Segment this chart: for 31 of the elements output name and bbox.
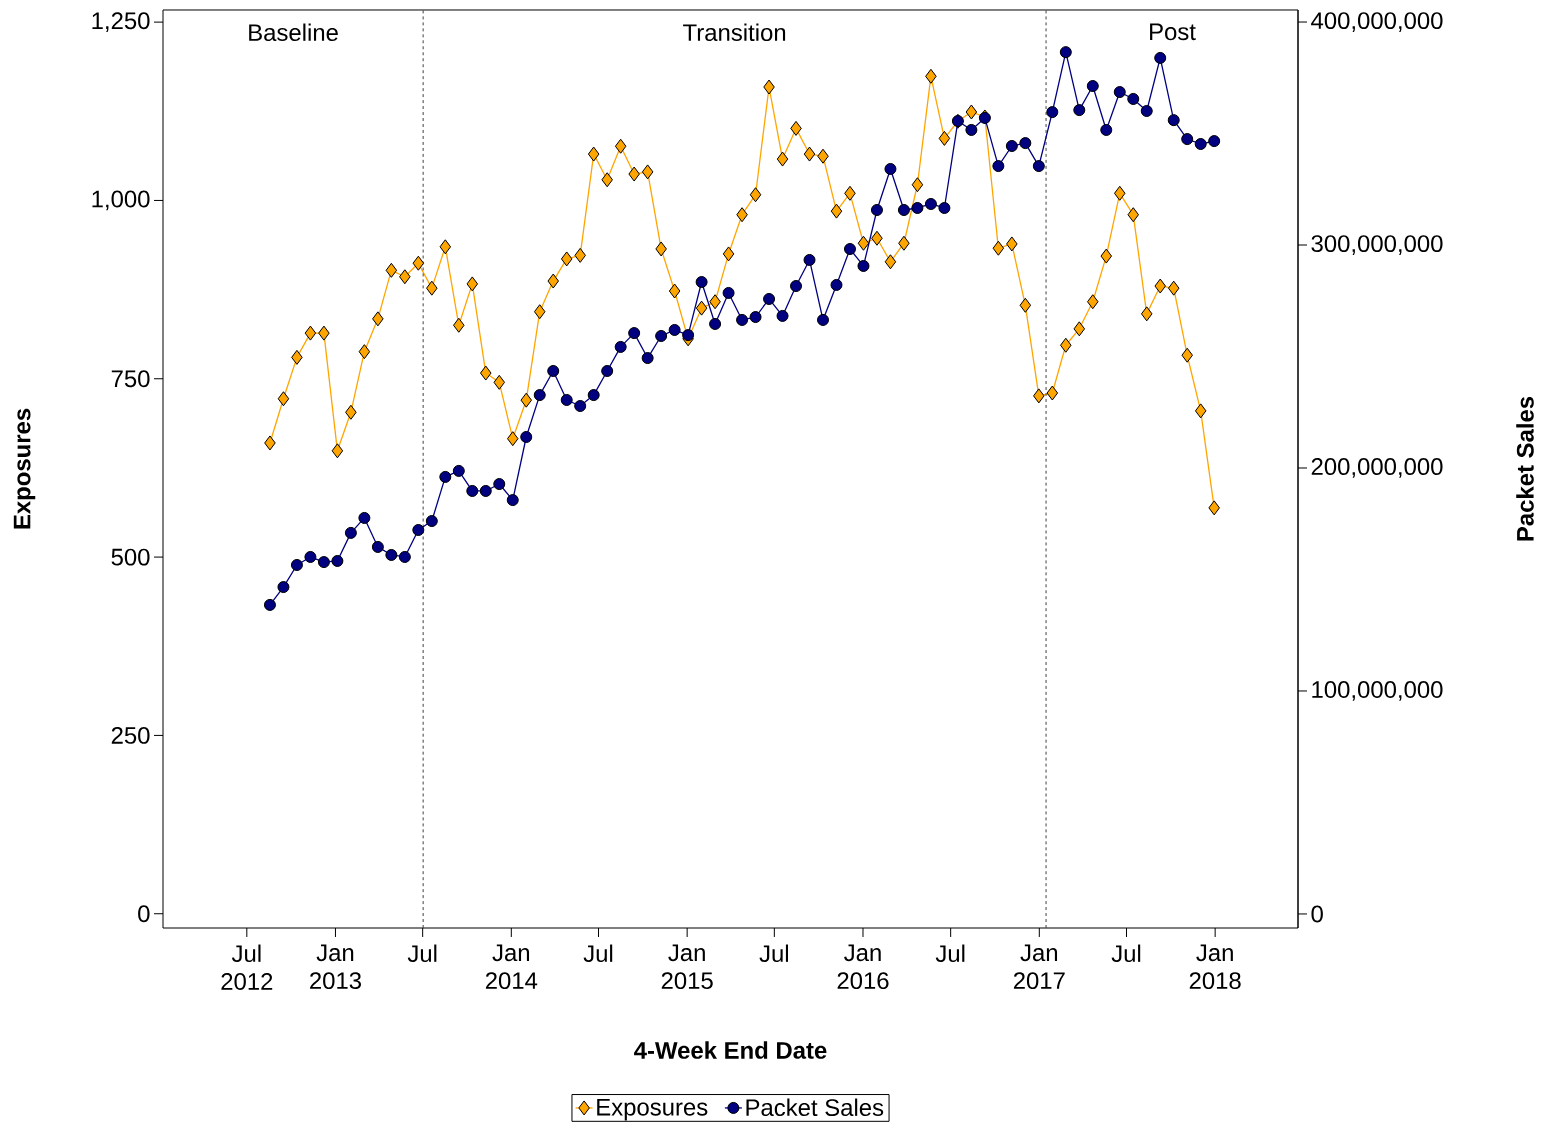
- x-tick-label: Jul 2012: [221, 944, 273, 990]
- x-tick-label: Jul: [407, 944, 437, 963]
- legend-label: Packet Sales: [746, 1098, 884, 1117]
- x-tick-label: Jan 2018: [1189, 944, 1241, 990]
- y-axis-title: Exposures: [13, 408, 36, 529]
- x-tick-label: Jan 2014: [485, 944, 538, 990]
- annotation: Baseline: [249, 23, 338, 42]
- y2-tick-label: 0: [1311, 905, 1323, 923]
- y-tick-label: 250: [111, 726, 150, 744]
- y-tick-label: 750: [111, 370, 150, 388]
- x-axis-title: 4-Week End Date: [634, 1041, 827, 1059]
- x-tick-label: Jul: [935, 944, 965, 963]
- y2-tick-label: 300,000,000: [1311, 235, 1443, 255]
- y2-tick-label: 100,000,000: [1312, 681, 1443, 701]
- y2-tick-label: 400,000,000: [1311, 12, 1443, 32]
- y-tick-label: 1,000: [92, 190, 150, 211]
- annotation: Transition: [683, 23, 786, 42]
- x-tick-label: Jul: [759, 944, 789, 963]
- x-tick-label: Jan 2016: [837, 944, 889, 990]
- y-tick-label: 0: [138, 905, 150, 923]
- y2-tick-label: 200,000,000: [1311, 458, 1443, 478]
- y-tick-label: 1,250: [92, 12, 150, 32]
- x-tick-label: Jan 2013: [310, 944, 361, 990]
- x-tick-label: Jan 2017: [1013, 944, 1065, 990]
- x-tick-label: Jul: [1111, 944, 1141, 963]
- legend-label: Exposures: [597, 1098, 708, 1121]
- annotation: Post: [1150, 23, 1196, 41]
- y2-axis-title: Packet Sales: [1516, 396, 1534, 541]
- x-tick-label: Jul: [583, 944, 613, 963]
- y-tick-label: 500: [111, 548, 150, 566]
- x-tick-label: Jan 2015: [661, 944, 713, 990]
